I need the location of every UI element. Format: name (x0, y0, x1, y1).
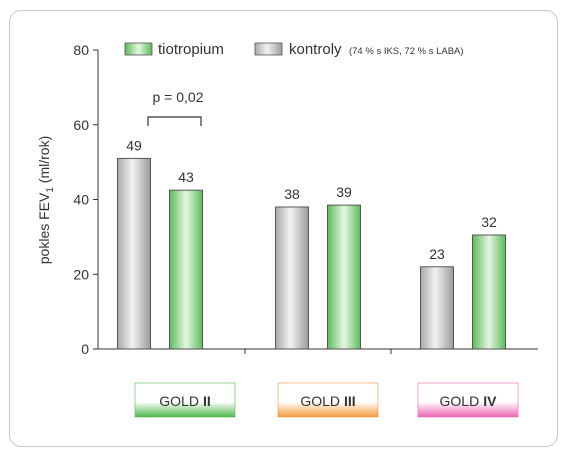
y-tick-label: 0 (81, 341, 89, 357)
data-label-kontroly: 23 (429, 246, 445, 262)
group-label-name: GOLD (300, 393, 340, 409)
y-tick-label: 80 (73, 42, 89, 58)
legend-kontroly-name: kontroly (289, 41, 342, 58)
data-label-kontroly: 49 (126, 137, 142, 153)
bar-kontroly-3 (275, 206, 309, 350)
data-label-tiotropium: 39 (336, 184, 352, 200)
data-labels: 49 43 38 39 23 32 (126, 137, 497, 261)
legend-label-kontroly: kontroly (74 % s IKS, 72 % s LABA) (289, 41, 464, 58)
group-badge-3 (277, 382, 379, 418)
group-label-name: GOLD (159, 393, 199, 409)
bars (117, 157, 506, 350)
y-tick-label: 60 (73, 117, 89, 133)
group-label-stage: IV (483, 393, 497, 409)
y-axis-title: pokles FEV1 (ml/rok) (36, 136, 56, 264)
legend-kontroly-note: (74 % s IKS, 72 % s LABA) (349, 46, 464, 57)
legend-swatch-tiotropium (124, 42, 153, 56)
bar-tiotropium-3 (327, 204, 361, 350)
y-axis-title-main: pokles FEV (36, 192, 52, 264)
bar-kontroly-2 (117, 157, 151, 350)
bar-kontroly-4 (420, 266, 454, 350)
data-label-tiotropium: 43 (178, 169, 194, 185)
p-value-label: p = 0,02 (153, 89, 204, 105)
group-badge-4 (417, 382, 519, 418)
group-label-stage: II (203, 393, 211, 409)
bar-tiotropium-2 (169, 189, 203, 350)
y-axis-title-sub: 1 (45, 187, 56, 193)
data-label-tiotropium: 32 (481, 214, 497, 230)
group-badge-2 (134, 382, 236, 418)
group-label-stage: III (344, 393, 356, 409)
bar-tiotropium-4 (472, 234, 506, 350)
data-label-kontroly: 38 (284, 186, 300, 202)
legend-label-tiotropium: tiotropium (158, 41, 224, 58)
significance-bracket (147, 116, 202, 126)
group-label: GOLD IV (440, 393, 498, 409)
group-label: GOLD III (300, 393, 355, 409)
group-labels: GOLD II GOLD III GOLD IV (134, 382, 519, 418)
legend: tiotropium kontroly (74 % s IKS, 72 % s … (124, 41, 464, 58)
y-tick-label: 40 (73, 192, 89, 208)
legend-swatch-kontroly (254, 42, 283, 56)
y-tick-label: 20 (73, 266, 89, 282)
group-label: GOLD II (159, 393, 210, 409)
y-axis-title-unit: (ml/rok) (36, 136, 52, 187)
group-label-name: GOLD (440, 393, 480, 409)
significance-annotation: p = 0,02 (147, 89, 204, 126)
